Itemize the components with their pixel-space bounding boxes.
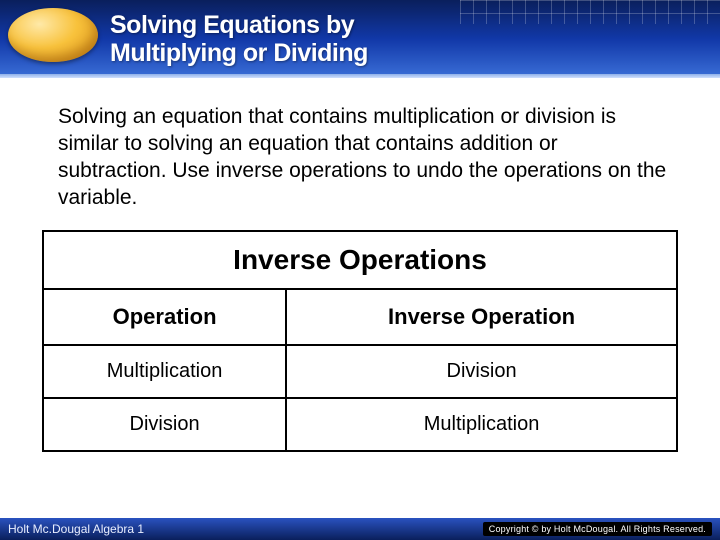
footer-left-text: Holt Mc.Dougal Algebra 1 <box>8 522 144 536</box>
inverse-operations-table-wrap: Inverse Operations Operation Inverse Ope… <box>42 230 678 452</box>
slide-footer: Holt Mc.Dougal Algebra 1 Copyright © by … <box>0 518 720 540</box>
table-cell: Division <box>43 398 286 451</box>
column-header-inverse: Inverse Operation <box>286 289 677 345</box>
title-line-1: Solving Equations by <box>110 11 354 39</box>
title-line-2: Multiplying or Dividing <box>110 39 368 67</box>
table-cell: Multiplication <box>286 398 677 451</box>
header-oval-icon <box>8 8 98 62</box>
table-title: Inverse Operations <box>43 231 677 289</box>
body-paragraph: Solving an equation that contains multip… <box>58 104 670 212</box>
slide-title: Solving Equations by Multiplying or Divi… <box>110 11 368 67</box>
header-underline <box>0 74 720 78</box>
table-row: Division Multiplication <box>43 398 677 451</box>
table-cell: Division <box>286 345 677 398</box>
inverse-operations-table: Inverse Operations Operation Inverse Ope… <box>42 230 678 452</box>
table-cell: Multiplication <box>43 345 286 398</box>
footer-copyright: Copyright © by Holt McDougal. All Rights… <box>483 522 712 536</box>
header-grid-decoration <box>460 0 720 24</box>
column-header-operation: Operation <box>43 289 286 345</box>
slide-header: Solving Equations by Multiplying or Divi… <box>0 0 720 78</box>
table-row: Multiplication Division <box>43 345 677 398</box>
